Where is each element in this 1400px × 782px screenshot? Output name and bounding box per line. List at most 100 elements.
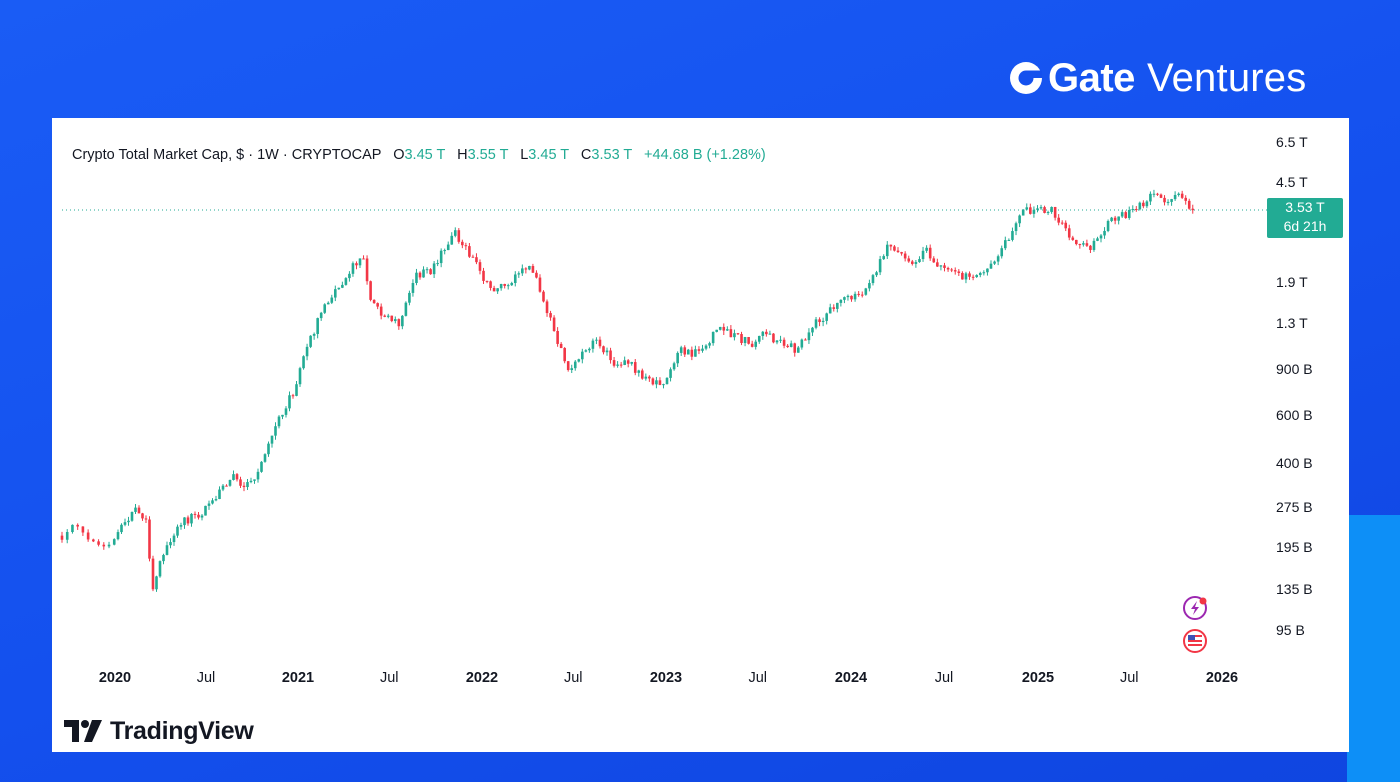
- candle: [939, 265, 943, 271]
- candle-body: [1067, 228, 1071, 238]
- candle-body: [162, 554, 165, 562]
- candle-body: [461, 241, 464, 246]
- candle: [609, 347, 612, 364]
- candle: [415, 268, 418, 286]
- candle-body: [1085, 243, 1089, 246]
- candle-body: [736, 333, 740, 335]
- candle: [429, 268, 432, 275]
- lightning-alert-icon[interactable]: [1183, 596, 1207, 620]
- candle-body: [134, 507, 137, 512]
- candle-body: [60, 535, 64, 540]
- candle: [305, 343, 309, 361]
- candle: [365, 255, 369, 285]
- candle-body: [850, 295, 853, 300]
- candle: [211, 498, 214, 505]
- high-label: H: [457, 147, 468, 163]
- candle: [679, 345, 683, 356]
- candle: [144, 515, 148, 523]
- close-label: C: [580, 147, 592, 163]
- candle-body: [602, 346, 605, 353]
- candle-body: [708, 343, 711, 346]
- tradingview-logo[interactable]: TradingView: [64, 716, 254, 746]
- candle-body: [556, 330, 559, 344]
- candle: [903, 251, 907, 262]
- candle: [81, 526, 85, 536]
- candle-body: [549, 313, 552, 318]
- brand-name-light: Ventures: [1146, 55, 1307, 100]
- candle-body: [76, 524, 79, 527]
- candle: [239, 476, 242, 488]
- candle: [1120, 210, 1124, 219]
- candle-body: [179, 525, 183, 527]
- candle: [971, 274, 975, 281]
- candle: [889, 244, 893, 251]
- candle: [506, 283, 510, 290]
- candle: [274, 422, 277, 440]
- candle: [588, 347, 591, 353]
- symbol-title[interactable]: Crypto Total Market Cap, $ · 1W · CRYPTO…: [72, 147, 382, 163]
- candle-body: [704, 345, 708, 349]
- candle: [807, 328, 811, 344]
- x-tick-label: 2026: [1206, 670, 1238, 686]
- x-tick-label: 2022: [466, 670, 498, 686]
- candle: [232, 470, 235, 481]
- candle: [885, 241, 889, 260]
- y-tick-label: 1.9 T: [1276, 274, 1308, 290]
- candle-body: [726, 329, 729, 331]
- candle-body: [563, 348, 566, 362]
- candle-body: [1046, 212, 1050, 214]
- candle: [1082, 240, 1085, 247]
- candle: [471, 254, 475, 258]
- y-tick-label: 900 B: [1276, 361, 1313, 377]
- candle: [207, 500, 211, 510]
- candle: [253, 479, 256, 484]
- candlestick-chart[interactable]: 6.5 T 4.5 T 1.9 T 1.3 T 900 B 600 B 400 B 275 B…: [52, 118, 1349, 752]
- candle: [786, 344, 789, 348]
- us-flag-event-icon[interactable]: [1183, 629, 1207, 653]
- candle: [1117, 216, 1120, 225]
- candle: [1184, 195, 1188, 205]
- candle-body: [1149, 193, 1152, 202]
- candle-body: [446, 244, 450, 251]
- candle: [120, 523, 123, 535]
- candle-body: [411, 283, 415, 293]
- candle: [312, 332, 316, 340]
- candle-body: [882, 256, 885, 260]
- candle-body: [439, 250, 443, 264]
- candle-body: [1014, 223, 1018, 232]
- candle: [288, 391, 291, 412]
- candle: [782, 337, 786, 349]
- x-tick-label: Jul: [197, 670, 216, 686]
- candle: [882, 254, 885, 260]
- candle: [581, 348, 584, 364]
- candle: [552, 315, 556, 332]
- candle: [489, 280, 492, 291]
- candle-body: [404, 302, 408, 316]
- candle-body: [1004, 240, 1007, 249]
- candle-body: [878, 259, 882, 273]
- candle: [1036, 205, 1039, 213]
- gate-ventures-logo: Gate Ventures: [1008, 54, 1306, 102]
- candle: [1000, 245, 1004, 259]
- candle-body: [623, 360, 626, 365]
- candle-body: [598, 339, 602, 347]
- candle: [176, 524, 179, 538]
- candle: [538, 274, 542, 293]
- candle: [277, 415, 281, 429]
- candle: [1071, 235, 1075, 241]
- candle-body: [506, 285, 510, 287]
- candle-body: [1120, 212, 1124, 217]
- candle: [1085, 239, 1089, 248]
- candle: [772, 333, 775, 344]
- candle: [358, 258, 362, 268]
- candle: [911, 259, 914, 266]
- candle-body: [116, 532, 120, 540]
- candle-body: [637, 370, 641, 373]
- candle-body: [796, 347, 800, 353]
- candle-body: [968, 273, 971, 277]
- candle: [1156, 192, 1159, 196]
- candle-body: [779, 339, 782, 341]
- candle: [559, 342, 563, 349]
- candle-body: [1173, 194, 1177, 200]
- candle: [658, 377, 662, 386]
